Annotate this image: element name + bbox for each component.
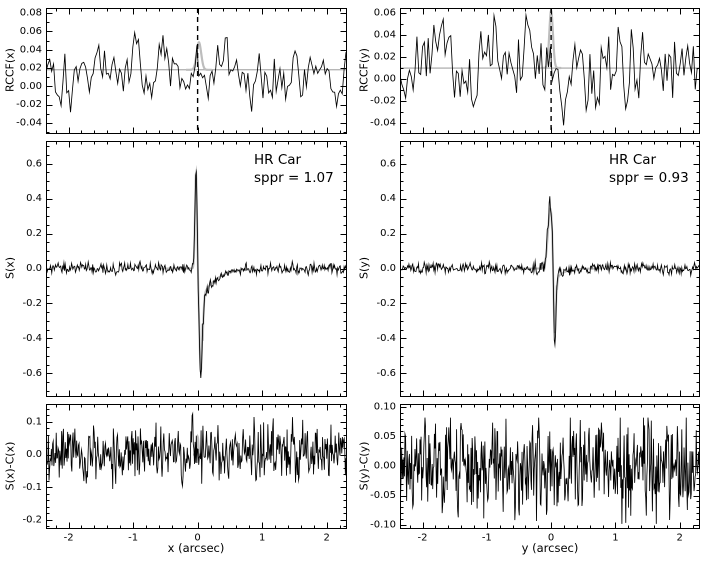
y-axis-label-rccf-y: RCCF(y) [357, 48, 371, 92]
x-axis-label-left: x (arcsec) [167, 541, 225, 555]
x-axis-label-right: y (arcsec) [521, 541, 579, 555]
y-axis-label-s-x: S(x) [3, 256, 17, 280]
sppr-value-label: sppr = 0.93 [609, 170, 689, 186]
y-axis-label-rccf-x: RCCF(x) [3, 48, 17, 92]
y-axis-label-s-y: S(y) [357, 256, 371, 280]
y-axis-label-sy-cy: S(y)-C(y) [357, 441, 371, 491]
target-name-label: HR Car [609, 152, 657, 168]
y-axis-label-sx-cx: S(x)-C(x) [3, 441, 17, 491]
target-name-label: HR Car [254, 152, 302, 168]
annotation-right: HR Car sppr = 0.93 [609, 151, 689, 187]
sppr-value-label: sppr = 1.07 [254, 170, 334, 186]
annotation-left: HR Car sppr = 1.07 [254, 151, 334, 187]
